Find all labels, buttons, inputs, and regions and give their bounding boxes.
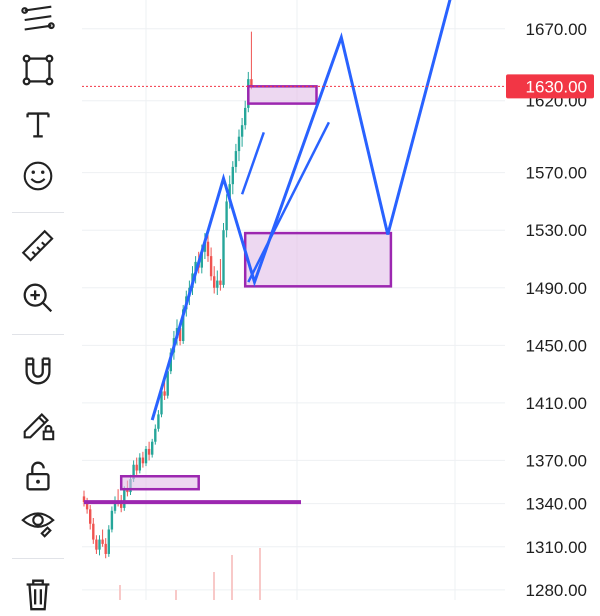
candle-body [82,496,86,503]
price-axis-tick-label: 1340.00 [526,495,587,514]
current-price-label: 1630.00 [526,77,587,96]
drawing-toolbar [0,0,78,611]
lock-drawing-pencil-icon[interactable] [14,402,62,446]
hide-eye-icon[interactable] [14,500,62,544]
candle-body [120,503,123,508]
candle-body [209,256,213,277]
price-axis[interactable]: 1670.001620.001570.001530.001490.001450.… [505,0,600,600]
candle-body [98,539,101,550]
candle-body [123,489,126,508]
candle-body [200,251,203,268]
candle-body [194,261,197,274]
candle-body [240,125,244,137]
candle-body [126,489,129,493]
candle-body [160,391,163,415]
candle-body [144,448,148,464]
candle-body [203,241,207,252]
candle-body [228,184,231,202]
price-axis-tick-label: 1670.00 [526,20,587,39]
trash-icon[interactable] [14,572,62,616]
toolbar-divider [12,212,64,213]
price-projection-path[interactable] [150,0,468,421]
candle-body [95,539,98,550]
candle-body [206,241,210,257]
price-axis-tick-label: 1370.00 [526,451,587,470]
toolbar-divider [12,334,64,335]
trend-line[interactable] [247,121,331,283]
candle-body [135,464,138,471]
demand-zone-rectangle[interactable] [243,231,393,288]
candle-body [141,457,145,464]
magnet-icon[interactable] [14,348,62,392]
candle-body [237,136,241,152]
candle-body [234,151,238,167]
drawing-annotations[interactable] [84,0,468,505]
price-axis-tick-label: 1450.00 [526,336,587,355]
demand-zone-rectangle[interactable] [247,85,318,105]
text-tool-icon[interactable] [14,102,62,146]
candle-body [104,543,107,554]
price-axis-tick-label: 1570.00 [526,164,587,183]
unlock-icon[interactable] [14,454,62,498]
demand-zone-rectangle[interactable] [119,475,200,491]
trend-line-tools-icon[interactable] [14,0,62,42]
candle-body [89,509,92,524]
candle-body [151,441,154,455]
candle-body [222,230,225,285]
candle-body [132,464,135,480]
candle-body [92,523,95,540]
candle-body [216,280,219,288]
current-price-badge [506,74,594,99]
candle-body [101,539,104,544]
price-axis-background [505,0,600,600]
candle-body [231,166,234,185]
price-axis-tick-label: 1310.00 [526,538,587,557]
volume-bars [119,548,261,600]
candle-body [219,280,222,285]
candle-body [138,457,141,471]
candle-body [147,448,151,455]
candle-body [154,428,157,442]
candlestick-chart[interactable]: 1670.001620.001570.001530.001490.001450.… [0,0,600,600]
toolbar-divider [12,558,64,559]
candle-body [182,309,185,342]
candle-body [163,391,166,396]
trend-line[interactable] [240,131,265,195]
ruler-measure-icon[interactable] [14,224,62,268]
emoji-sticker-icon[interactable] [14,154,62,198]
candle-body [244,107,247,126]
candle-body [250,79,253,87]
zoom-in-icon[interactable] [14,276,62,320]
price-axis-tick-label: 1530.00 [526,221,587,240]
candle-body [113,500,117,511]
candle-body [85,502,89,510]
candle-body [107,529,110,554]
candle-body [213,276,216,288]
candle-body [157,414,160,429]
price-axis-tick-label: 1490.00 [526,279,587,298]
rectangle-tool-icon[interactable] [14,48,62,92]
candle-body [110,510,114,530]
candle-body [166,371,169,396]
candle-body [178,328,182,342]
candle-body [225,201,228,231]
price-axis-tick-label: 1280.00 [526,581,587,600]
price-axis-tick-label: 1410.00 [526,394,587,413]
